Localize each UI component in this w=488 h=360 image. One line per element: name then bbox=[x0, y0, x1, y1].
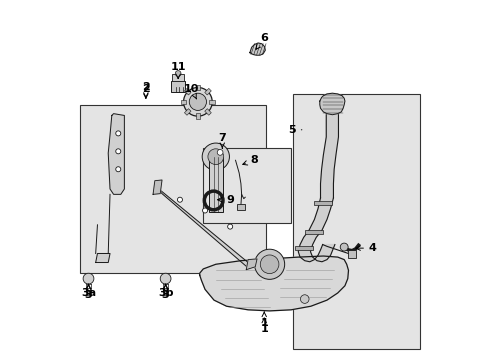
Bar bbox=[347, 250, 355, 258]
Circle shape bbox=[83, 273, 94, 284]
Text: 1: 1 bbox=[260, 318, 267, 334]
Text: 4: 4 bbox=[355, 243, 376, 253]
Bar bbox=[305, 230, 322, 234]
Polygon shape bbox=[108, 114, 124, 194]
Text: 3: 3 bbox=[162, 284, 169, 301]
Circle shape bbox=[189, 93, 206, 111]
Bar bbox=[295, 246, 312, 250]
Bar bbox=[314, 201, 331, 206]
Polygon shape bbox=[298, 198, 334, 262]
Circle shape bbox=[227, 224, 232, 229]
Bar bbox=[196, 113, 199, 119]
Bar bbox=[171, 81, 185, 92]
Bar bbox=[180, 100, 186, 104]
Polygon shape bbox=[249, 43, 265, 55]
Text: 7: 7 bbox=[218, 133, 225, 148]
Circle shape bbox=[116, 167, 121, 172]
Circle shape bbox=[183, 87, 212, 116]
Bar bbox=[237, 204, 244, 211]
Bar bbox=[204, 89, 211, 95]
Bar bbox=[204, 109, 211, 115]
Text: 5: 5 bbox=[287, 125, 301, 135]
Circle shape bbox=[207, 149, 223, 165]
Text: 2: 2 bbox=[142, 84, 149, 97]
Text: 11: 11 bbox=[170, 62, 185, 78]
Text: 1: 1 bbox=[260, 312, 267, 328]
Circle shape bbox=[254, 249, 284, 279]
Circle shape bbox=[116, 131, 121, 136]
Bar bbox=[80, 105, 265, 273]
Polygon shape bbox=[320, 115, 338, 198]
Text: 3a: 3a bbox=[81, 285, 96, 298]
Text: 2: 2 bbox=[142, 82, 149, 98]
Bar bbox=[203, 148, 290, 223]
Circle shape bbox=[300, 295, 308, 303]
Circle shape bbox=[340, 243, 347, 251]
Circle shape bbox=[202, 143, 229, 170]
Circle shape bbox=[160, 273, 171, 284]
Polygon shape bbox=[246, 259, 257, 270]
Circle shape bbox=[260, 255, 278, 274]
Text: 9: 9 bbox=[217, 195, 234, 205]
Bar bbox=[196, 85, 199, 90]
Circle shape bbox=[202, 208, 207, 213]
Text: 8: 8 bbox=[242, 155, 258, 165]
Bar bbox=[184, 109, 191, 115]
Polygon shape bbox=[155, 187, 251, 268]
Circle shape bbox=[217, 149, 223, 155]
Bar bbox=[184, 89, 191, 95]
Circle shape bbox=[175, 71, 181, 76]
Bar bbox=[292, 94, 419, 348]
Circle shape bbox=[177, 197, 182, 202]
Circle shape bbox=[116, 149, 121, 154]
Text: 3b: 3b bbox=[158, 285, 173, 298]
Polygon shape bbox=[199, 256, 348, 311]
Polygon shape bbox=[319, 93, 344, 115]
Bar bbox=[209, 100, 215, 104]
Bar bbox=[172, 74, 184, 81]
Polygon shape bbox=[153, 180, 162, 194]
Text: 3: 3 bbox=[84, 284, 92, 301]
Bar bbox=[208, 157, 223, 212]
Text: 10: 10 bbox=[183, 84, 199, 99]
Polygon shape bbox=[96, 253, 110, 262]
Text: 6: 6 bbox=[255, 33, 267, 49]
